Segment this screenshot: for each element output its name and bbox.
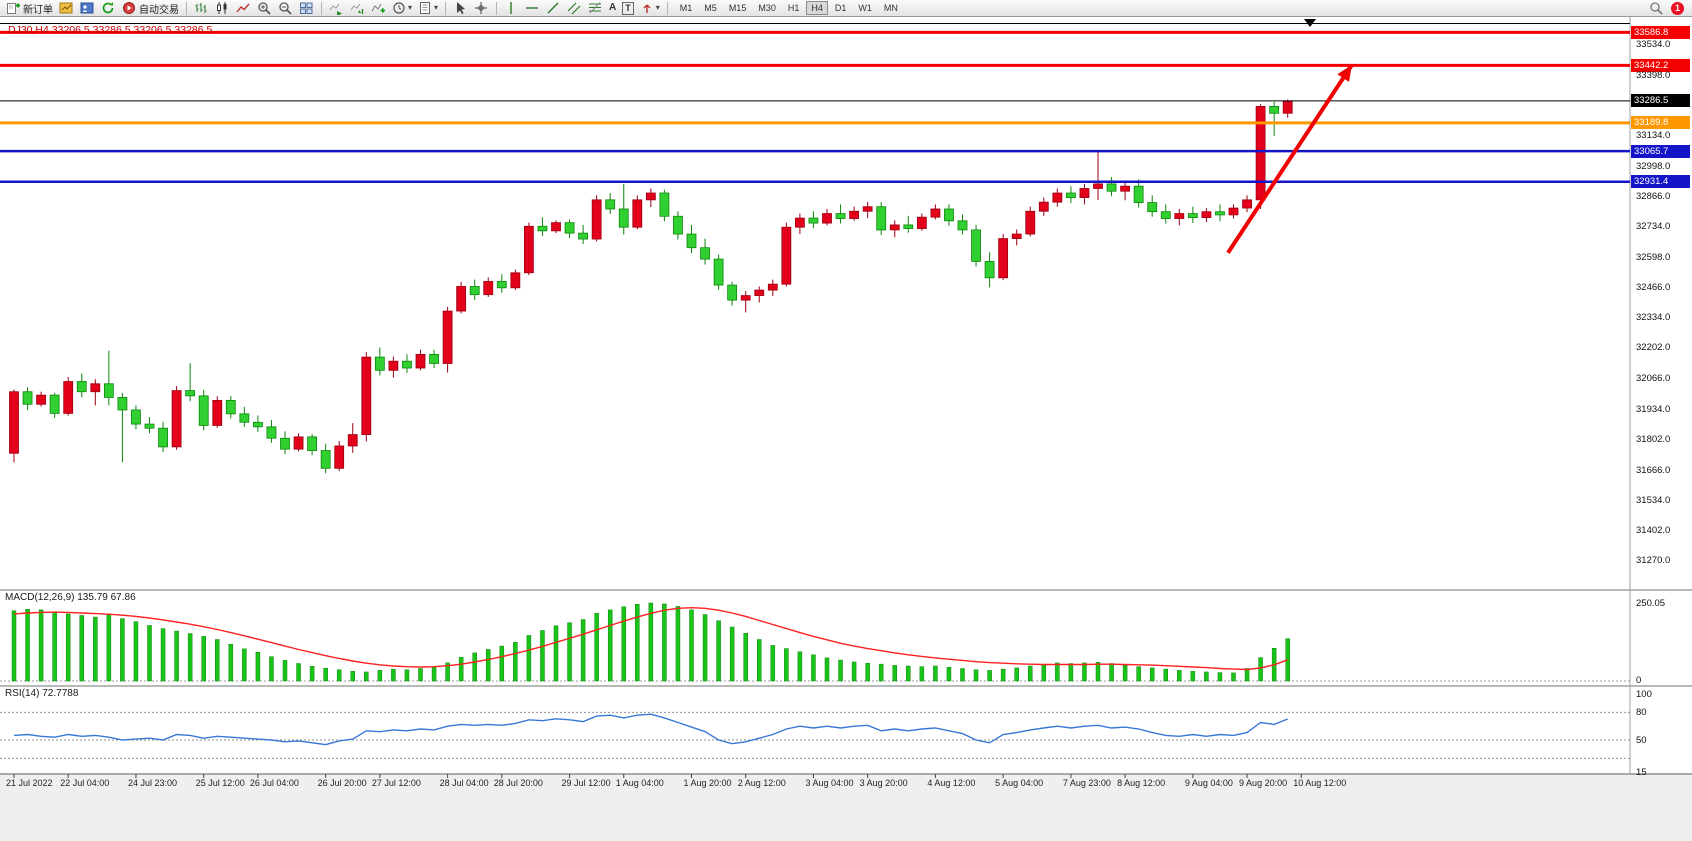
refresh-button[interactable] xyxy=(99,1,118,16)
candlestick-chart-button[interactable] xyxy=(213,1,232,16)
indicators-button[interactable] xyxy=(369,1,388,16)
horizontal-line-button[interactable] xyxy=(523,1,542,16)
crosshair-icon xyxy=(475,2,488,14)
timeframe-button-M1[interactable]: M1 xyxy=(679,3,693,13)
autotrading-label: 自动交易 xyxy=(139,4,179,16)
timeframe-button-H1[interactable]: H1 xyxy=(787,3,800,13)
search-icon xyxy=(1650,2,1663,15)
macd-histogram xyxy=(11,602,1290,682)
toolbar-separator xyxy=(496,1,498,15)
cursor-icon xyxy=(457,2,466,15)
line-chart-button[interactable] xyxy=(234,1,253,16)
timeframe-button-MN[interactable]: MN xyxy=(883,3,898,13)
search-button[interactable] xyxy=(1647,1,1666,16)
trendline-button[interactable] xyxy=(544,1,563,16)
time-axis[interactable] xyxy=(0,774,1692,841)
autotrading-icon xyxy=(123,2,135,14)
cursor-button[interactable] xyxy=(451,1,470,16)
tile-windows-icon xyxy=(300,2,313,14)
timeframe-toolbar: M1 M5 M15 M30 H1 H4 D1 W1 MN xyxy=(674,1,904,15)
chart-shift-icon xyxy=(350,3,364,14)
navigator-icon xyxy=(80,2,94,14)
navigator-button[interactable] xyxy=(78,1,97,16)
chart-shift-button[interactable] xyxy=(348,1,367,16)
current-bar-marker xyxy=(1304,19,1316,27)
zoom-in-icon xyxy=(258,2,271,15)
timeframe-button-M5[interactable]: M5 xyxy=(704,3,717,13)
text-tool-icon: A xyxy=(609,2,617,13)
periods-dropdown[interactable]: ▾ xyxy=(390,1,414,16)
vertical-line-button[interactable] xyxy=(502,1,521,16)
bar-chart-button[interactable] xyxy=(192,1,211,16)
toolbar-separator xyxy=(321,1,322,15)
notification-badge[interactable]: 1 xyxy=(1671,1,1684,15)
tile-windows-button[interactable] xyxy=(297,1,316,16)
vertical-line-icon xyxy=(510,2,512,14)
toolbar-separator xyxy=(666,1,668,15)
channel-icon xyxy=(567,2,581,15)
template-icon xyxy=(420,2,431,14)
line-chart-icon xyxy=(236,3,250,13)
zoom-out-icon xyxy=(279,2,292,15)
toolbar-separator xyxy=(186,1,187,15)
trend-arrow-head xyxy=(1337,64,1352,82)
equidistant-channel-button[interactable] xyxy=(565,1,584,16)
text-button[interactable]: A xyxy=(607,1,618,16)
arrows-tool-dropdown[interactable]: ▾ xyxy=(638,1,662,16)
fibonacci-button[interactable] xyxy=(586,1,605,16)
trend-arrow[interactable] xyxy=(1226,63,1354,254)
zoom-in-button[interactable] xyxy=(255,1,274,16)
chevron-down-icon: ▾ xyxy=(434,3,439,12)
autoscroll-button[interactable] xyxy=(327,1,346,16)
rsi-line xyxy=(13,713,1288,746)
toolbar: 新订单 自动交易 xyxy=(0,0,1692,17)
toolbar-separator xyxy=(445,1,447,15)
bar-chart-icon xyxy=(195,3,207,13)
timeframe-button-M15[interactable]: M15 xyxy=(728,3,747,13)
chart-background[interactable] xyxy=(0,17,1692,774)
zoom-out-button[interactable] xyxy=(276,1,295,16)
clock-icon xyxy=(393,2,405,14)
crosshair-button[interactable] xyxy=(472,1,491,16)
autotrading-button[interactable]: 自动交易 xyxy=(120,1,181,16)
macd-signal-line xyxy=(13,606,1288,671)
timeframe-button-D1[interactable]: D1 xyxy=(834,3,847,13)
timeframe-button-W1[interactable]: W1 xyxy=(858,3,872,13)
timeframe-button-M30[interactable]: M30 xyxy=(758,3,776,13)
chevron-down-icon: ▾ xyxy=(655,3,660,12)
trendline-icon xyxy=(547,2,559,14)
refresh-icon xyxy=(102,2,114,14)
candlesticks xyxy=(9,99,1293,474)
autoscroll-icon xyxy=(329,3,342,15)
indicators-icon xyxy=(371,3,385,13)
candlestick-chart-icon xyxy=(217,2,227,14)
new-order-icon xyxy=(7,3,20,14)
chevron-down-icon: ▾ xyxy=(408,3,413,12)
new-order-button[interactable]: 新订单 xyxy=(4,1,55,16)
text-label-button[interactable]: T xyxy=(620,1,636,16)
toolbar-right-group: 1 xyxy=(1646,1,1689,16)
new-order-label: 新订单 xyxy=(23,4,53,16)
arrow-tool-icon xyxy=(643,4,651,13)
market-watch-icon xyxy=(59,2,73,14)
horizontal-line-icon xyxy=(526,7,539,9)
text-label-icon: T xyxy=(622,1,634,15)
timeframe-button-H4[interactable]: H4 xyxy=(806,1,828,15)
fibonacci-icon xyxy=(589,2,602,14)
market-watch-button[interactable] xyxy=(57,1,76,16)
templates-dropdown[interactable]: ▾ xyxy=(416,1,440,16)
